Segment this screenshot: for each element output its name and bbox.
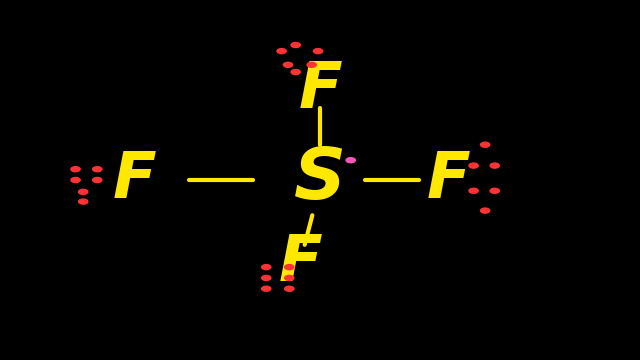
Text: S: S [294,145,346,215]
Ellipse shape [93,167,102,172]
Ellipse shape [285,275,294,280]
Ellipse shape [277,49,286,54]
Ellipse shape [262,275,271,280]
Ellipse shape [79,189,88,194]
Text: F: F [298,59,342,121]
Ellipse shape [285,265,294,270]
Text: F: F [279,232,323,294]
Ellipse shape [307,62,316,67]
Ellipse shape [490,188,499,193]
Ellipse shape [285,286,294,291]
Ellipse shape [93,177,102,183]
Ellipse shape [291,42,300,48]
Ellipse shape [262,286,271,291]
Ellipse shape [262,265,271,270]
Ellipse shape [71,167,80,172]
Ellipse shape [79,199,88,204]
Ellipse shape [481,142,490,147]
Ellipse shape [469,163,478,168]
Ellipse shape [469,188,478,193]
Ellipse shape [291,69,300,75]
Text: F: F [113,149,156,211]
Ellipse shape [284,62,292,67]
Ellipse shape [71,177,80,183]
Ellipse shape [346,158,355,163]
Text: F: F [426,149,470,211]
Ellipse shape [314,49,323,54]
Ellipse shape [481,208,490,213]
Ellipse shape [490,163,499,168]
